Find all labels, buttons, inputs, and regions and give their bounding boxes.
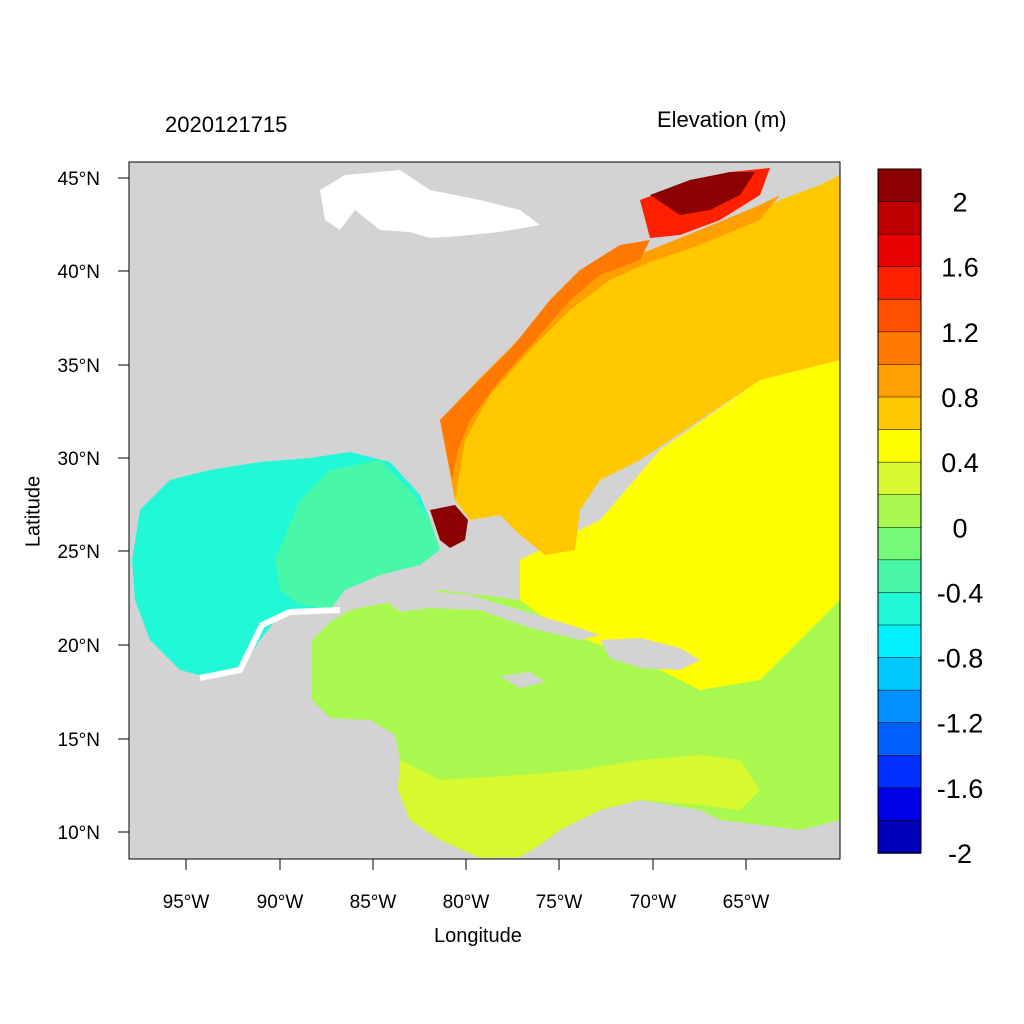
colorbar-swatch (877, 461, 922, 496)
colorbar-swatch (877, 527, 922, 561)
cuba (385, 590, 600, 640)
gulf-of-maine-2 (650, 172, 755, 215)
y-tick-label: 15°N (58, 730, 100, 751)
x-tick-label: 85°W (350, 892, 397, 913)
nw-atlantic-band (440, 195, 780, 500)
jamaica (500, 672, 545, 688)
gulf-east-band (275, 460, 440, 610)
colorbar-swatch (877, 201, 922, 235)
colorbar: 2 1.6 1.2 0.8 0.4 0 -0.4 -0.8 -1.2 -1.6 -2 (877, 168, 984, 869)
atlantic-orange (440, 175, 840, 555)
south-caribbean-band (398, 755, 760, 858)
great-lakes (320, 170, 540, 238)
y-tick-label: 20°N (58, 636, 100, 657)
colorbar-swatch (877, 331, 922, 366)
colorbar-swatch (877, 787, 922, 822)
colorbar-swatch (877, 364, 922, 398)
colorbar-label: 0.8 (941, 383, 979, 413)
colorbar-label: -0.4 (937, 578, 984, 608)
yucatan-coast (199, 607, 341, 681)
y-tick-label: 35°N (58, 356, 100, 377)
x-tick-label: 65°W (723, 892, 770, 913)
colorbar-label: -1.2 (937, 709, 984, 739)
colorbar-label: 1.6 (941, 253, 979, 283)
florida-peak (430, 505, 468, 548)
colorbar-label: -1.6 (937, 774, 984, 804)
colorbar-label: 0 (952, 513, 967, 543)
x-tick-label: 90°W (257, 892, 304, 913)
y-tick-label: 45°N (58, 169, 100, 190)
y-tick-label: 30°N (58, 449, 100, 470)
y-tick-label: 40°N (58, 262, 100, 283)
colorbar-swatch (877, 689, 922, 724)
colorbar-swatch (877, 429, 922, 463)
colorbar-label: 2 (952, 188, 967, 218)
coastal-band-1 (440, 240, 650, 480)
colorbar-swatch (877, 233, 922, 268)
colorbar-swatch (877, 624, 922, 659)
atlantic-yellow (520, 360, 840, 690)
colorbar-label: -2 (948, 839, 972, 869)
colorbar-swatch (877, 722, 922, 757)
colorbar-swatch (877, 396, 922, 431)
x-ticks: 95°W 90°W 85°W 80°W 75°W 70°W 65°W (163, 859, 770, 913)
colorbar-swatch (877, 299, 922, 333)
colorbar-swatch (877, 559, 922, 594)
y-tick-label: 10°N (58, 823, 100, 844)
colorbar-swatch (877, 657, 922, 691)
colorbar-label: 1.2 (941, 318, 979, 348)
x-tick-label: 95°W (163, 892, 210, 913)
colorbar-border (877, 168, 922, 854)
variable-label: Elevation (m) (657, 107, 787, 132)
colorbar-label: -0.8 (937, 644, 984, 674)
colorbar-swatch (877, 592, 922, 626)
hispaniola (600, 638, 700, 670)
colorbar-swatch (877, 820, 922, 854)
colorbar-swatch (877, 494, 922, 529)
plot-border (128, 161, 841, 860)
x-tick-label: 70°W (630, 892, 677, 913)
colorbar-label: 0.4 (941, 448, 979, 478)
map-layers (129, 162, 840, 859)
x-tick-label: 75°W (536, 892, 583, 913)
x-tick-label: 80°W (443, 892, 490, 913)
colorbar-swatch (877, 168, 922, 203)
date-stamp: 2020121715 (165, 112, 288, 137)
y-ticks: 45°N 40°N 35°N 30°N 25°N 20°N 15°N 10°N (58, 169, 129, 844)
colorbar-swatch (877, 755, 922, 789)
colorbar-swatch (877, 266, 922, 301)
y-tick-label: 25°N (58, 542, 100, 563)
x-axis-label: Longitude (434, 925, 522, 947)
